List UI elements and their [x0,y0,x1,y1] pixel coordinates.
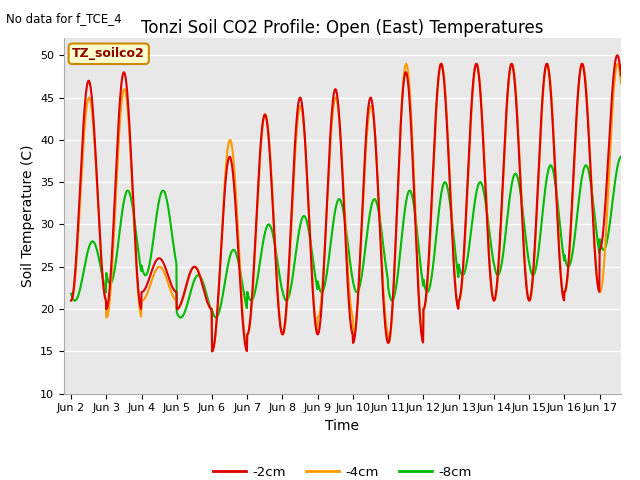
Title: Tonzi Soil CO2 Profile: Open (East) Temperatures: Tonzi Soil CO2 Profile: Open (East) Temp… [141,19,543,37]
Text: No data for f_TCE_4: No data for f_TCE_4 [6,12,122,25]
-2cm [569,190,577,196]
-4cm [569,197,577,203]
-8cm [486,233,493,239]
-2cm [486,268,493,274]
-2cm [156,255,163,261]
-2cm [339,169,346,175]
Line: -4cm: -4cm [71,64,634,351]
-8cm [328,232,335,238]
-4cm [486,263,493,269]
X-axis label: Time: Time [325,419,360,433]
-4cm [67,298,75,303]
-8cm [569,250,577,256]
-8cm [624,184,632,190]
Legend: -2cm, -4cm, -8cm: -2cm, -4cm, -8cm [208,461,477,480]
-4cm [209,348,216,354]
Text: TZ_soilco2: TZ_soilco2 [72,47,145,60]
-4cm [156,264,163,270]
-2cm [630,247,638,252]
-8cm [618,154,625,160]
-2cm [208,348,216,354]
-8cm [630,234,638,240]
-2cm [613,52,621,58]
-2cm [328,112,335,118]
Line: -2cm: -2cm [71,55,634,351]
-8cm [156,197,163,203]
-8cm [177,314,185,320]
-2cm [624,181,632,187]
-8cm [67,291,75,297]
-2cm [67,298,75,303]
-4cm [339,163,346,168]
-4cm [624,205,632,211]
-4cm [630,288,638,294]
-4cm [328,122,335,128]
Line: -8cm: -8cm [71,157,634,317]
Y-axis label: Soil Temperature (C): Soil Temperature (C) [20,145,35,287]
-4cm [579,61,586,67]
-8cm [339,203,346,209]
